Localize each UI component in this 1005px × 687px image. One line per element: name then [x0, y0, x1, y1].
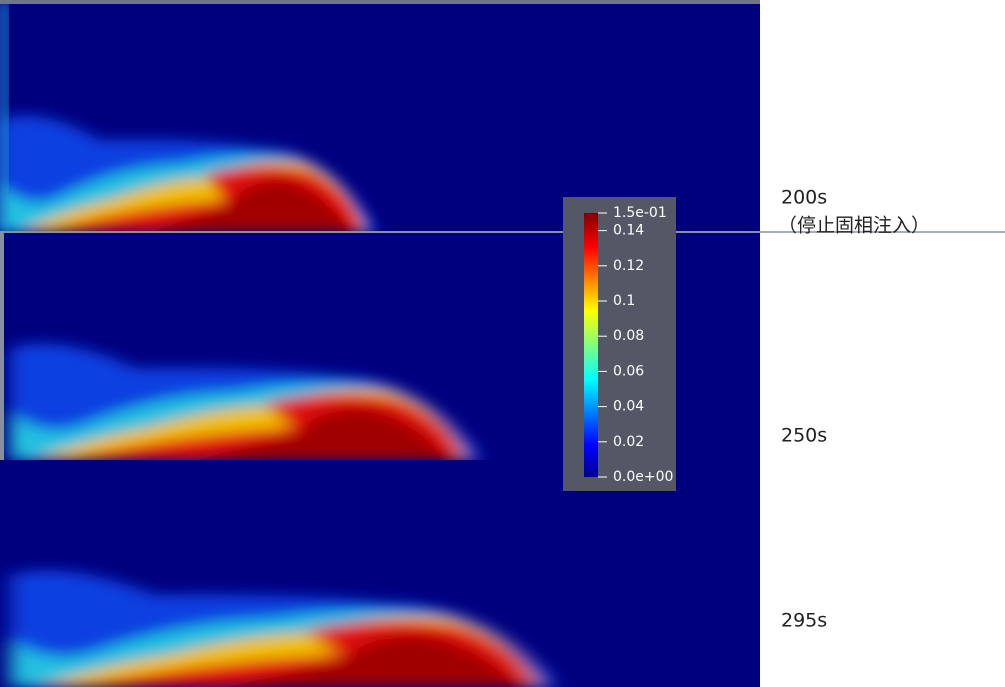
tick-label: 0.04: [613, 399, 644, 415]
frame: [0, 232, 4, 460]
time-label: 200s: [781, 187, 827, 209]
tick-label: 0.06: [613, 363, 644, 379]
time-label: 250s: [781, 425, 827, 447]
colorbar-ticks: 1.5e-01 0.14 0.12 0.1 0.08 0.06 0.04 0.02 0.0e+0…: [598, 205, 673, 485]
field-panel: [0, 0, 378, 232]
colorbar-box: [563, 197, 676, 491]
tick-label: 0.0e+00: [613, 469, 673, 485]
colorbar: [584, 213, 598, 477]
tick-label: 1.5e-01: [613, 205, 667, 221]
tick-label: 0.08: [613, 328, 644, 344]
tick-label: 0.12: [613, 258, 644, 274]
note-label: （停止固相注入）: [778, 215, 930, 237]
tick-label: 0.02: [613, 434, 644, 450]
tick-label: 0.14: [613, 223, 644, 239]
frame: [0, 0, 760, 4]
tick-label: 0.1: [613, 293, 635, 309]
time-label: 295s: [781, 610, 827, 632]
